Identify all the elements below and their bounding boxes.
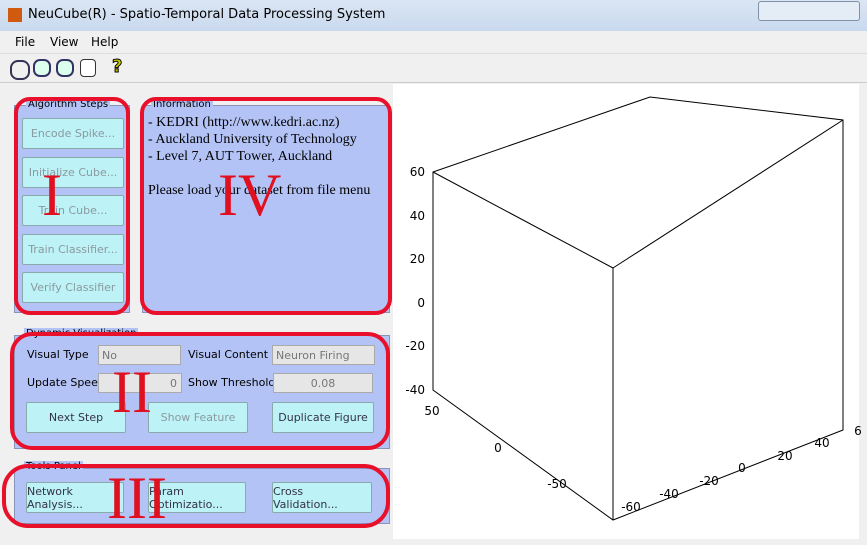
info-line: - KEDRI (http://www.kedri.ac.nz) [148,115,340,130]
tick-label: 60 [410,165,425,179]
tick-label: 0 [738,461,746,475]
annotation-ring [2,464,390,528]
title-bar: NeuCube(R) - Spatio-Temporal Data Proces… [0,0,867,31]
tool-button[interactable]: Param Optimizatio... [148,482,246,513]
visual-button[interactable]: Duplicate Figure [272,402,374,433]
step-button[interactable]: Encode Spike... [22,118,124,149]
tick-label: 50 [424,404,439,418]
panel-title: Information [151,99,213,111]
tool-button[interactable]: Cross Validation... [272,482,372,513]
menu-item[interactable]: File [15,35,36,49]
annotation-label: I [42,162,62,228]
dropdown[interactable]: No [98,345,181,365]
label: Visual Content [188,348,269,361]
annotation-label: II [112,359,152,425]
help-tool[interactable]: ? [111,56,123,78]
annotation-ring [10,332,390,450]
box-edge [612,119,844,269]
step-button[interactable]: Train Classifier... [22,233,124,265]
tick-label: -20 [405,339,425,353]
menu-item[interactable]: View [50,35,79,49]
tool-button[interactable]: Network Analysis... [26,482,124,513]
info-line: - Level 7, AUT Tower, Auckland [148,149,333,164]
box-outline [432,96,844,521]
box-edge [432,171,614,269]
step-button[interactable]: Train Cube... [22,195,124,226]
menu-bar: File View Help [0,31,867,54]
tick-label: 20 [410,252,425,266]
app-icon [8,8,22,22]
info-line: - Auckland University of Technology [148,132,357,147]
info-panel [142,105,390,313]
rotate-tool[interactable] [10,60,30,80]
dropdown[interactable]: Neuron Firing [272,345,375,365]
annotation-label: III [107,465,167,531]
tick-label: -20 [699,474,719,488]
info-line: Please load your dataset from file menu [148,183,371,198]
tick-label: 40 [814,436,829,450]
menu-item[interactable]: Help [91,35,119,49]
zoom-out-tool[interactable] [56,59,74,77]
window-controls[interactable] [758,1,860,21]
text-field[interactable]: 0.08 [273,373,373,393]
window-title: NeuCube(R) - Spatio-Temporal Data Proces… [28,7,386,22]
label: Visual Type [27,348,89,361]
tick-label: 20 [777,449,792,463]
tick-label: -60 [621,500,641,514]
visual-button[interactable]: Show Feature [148,402,248,433]
tick-label: 6 [854,424,862,438]
tick-label: 0 [494,441,502,455]
zoom-in-tool[interactable] [33,59,51,77]
tick-label: -50 [547,477,567,491]
pan-tool[interactable] [80,59,96,77]
annotation-ring [140,97,392,315]
toolbar: ? [0,54,867,83]
text-field[interactable]: 0 [98,373,182,393]
tick-label: 40 [410,209,425,223]
tick-label: 0 [417,296,425,310]
annotation-ring [14,97,130,315]
label: Show Threshold [188,376,276,389]
panel-title: Algorithm Steps [26,99,111,111]
step-button[interactable]: Verify Classifier [22,272,124,303]
annotation-label: IV [218,162,282,228]
step-button[interactable]: Initialize Cube... [22,156,124,188]
tick-label: -40 [659,487,679,501]
label: Update Speed [27,376,105,389]
tick-label: -40 [405,383,425,397]
visual-button[interactable]: Next Step [26,402,126,433]
